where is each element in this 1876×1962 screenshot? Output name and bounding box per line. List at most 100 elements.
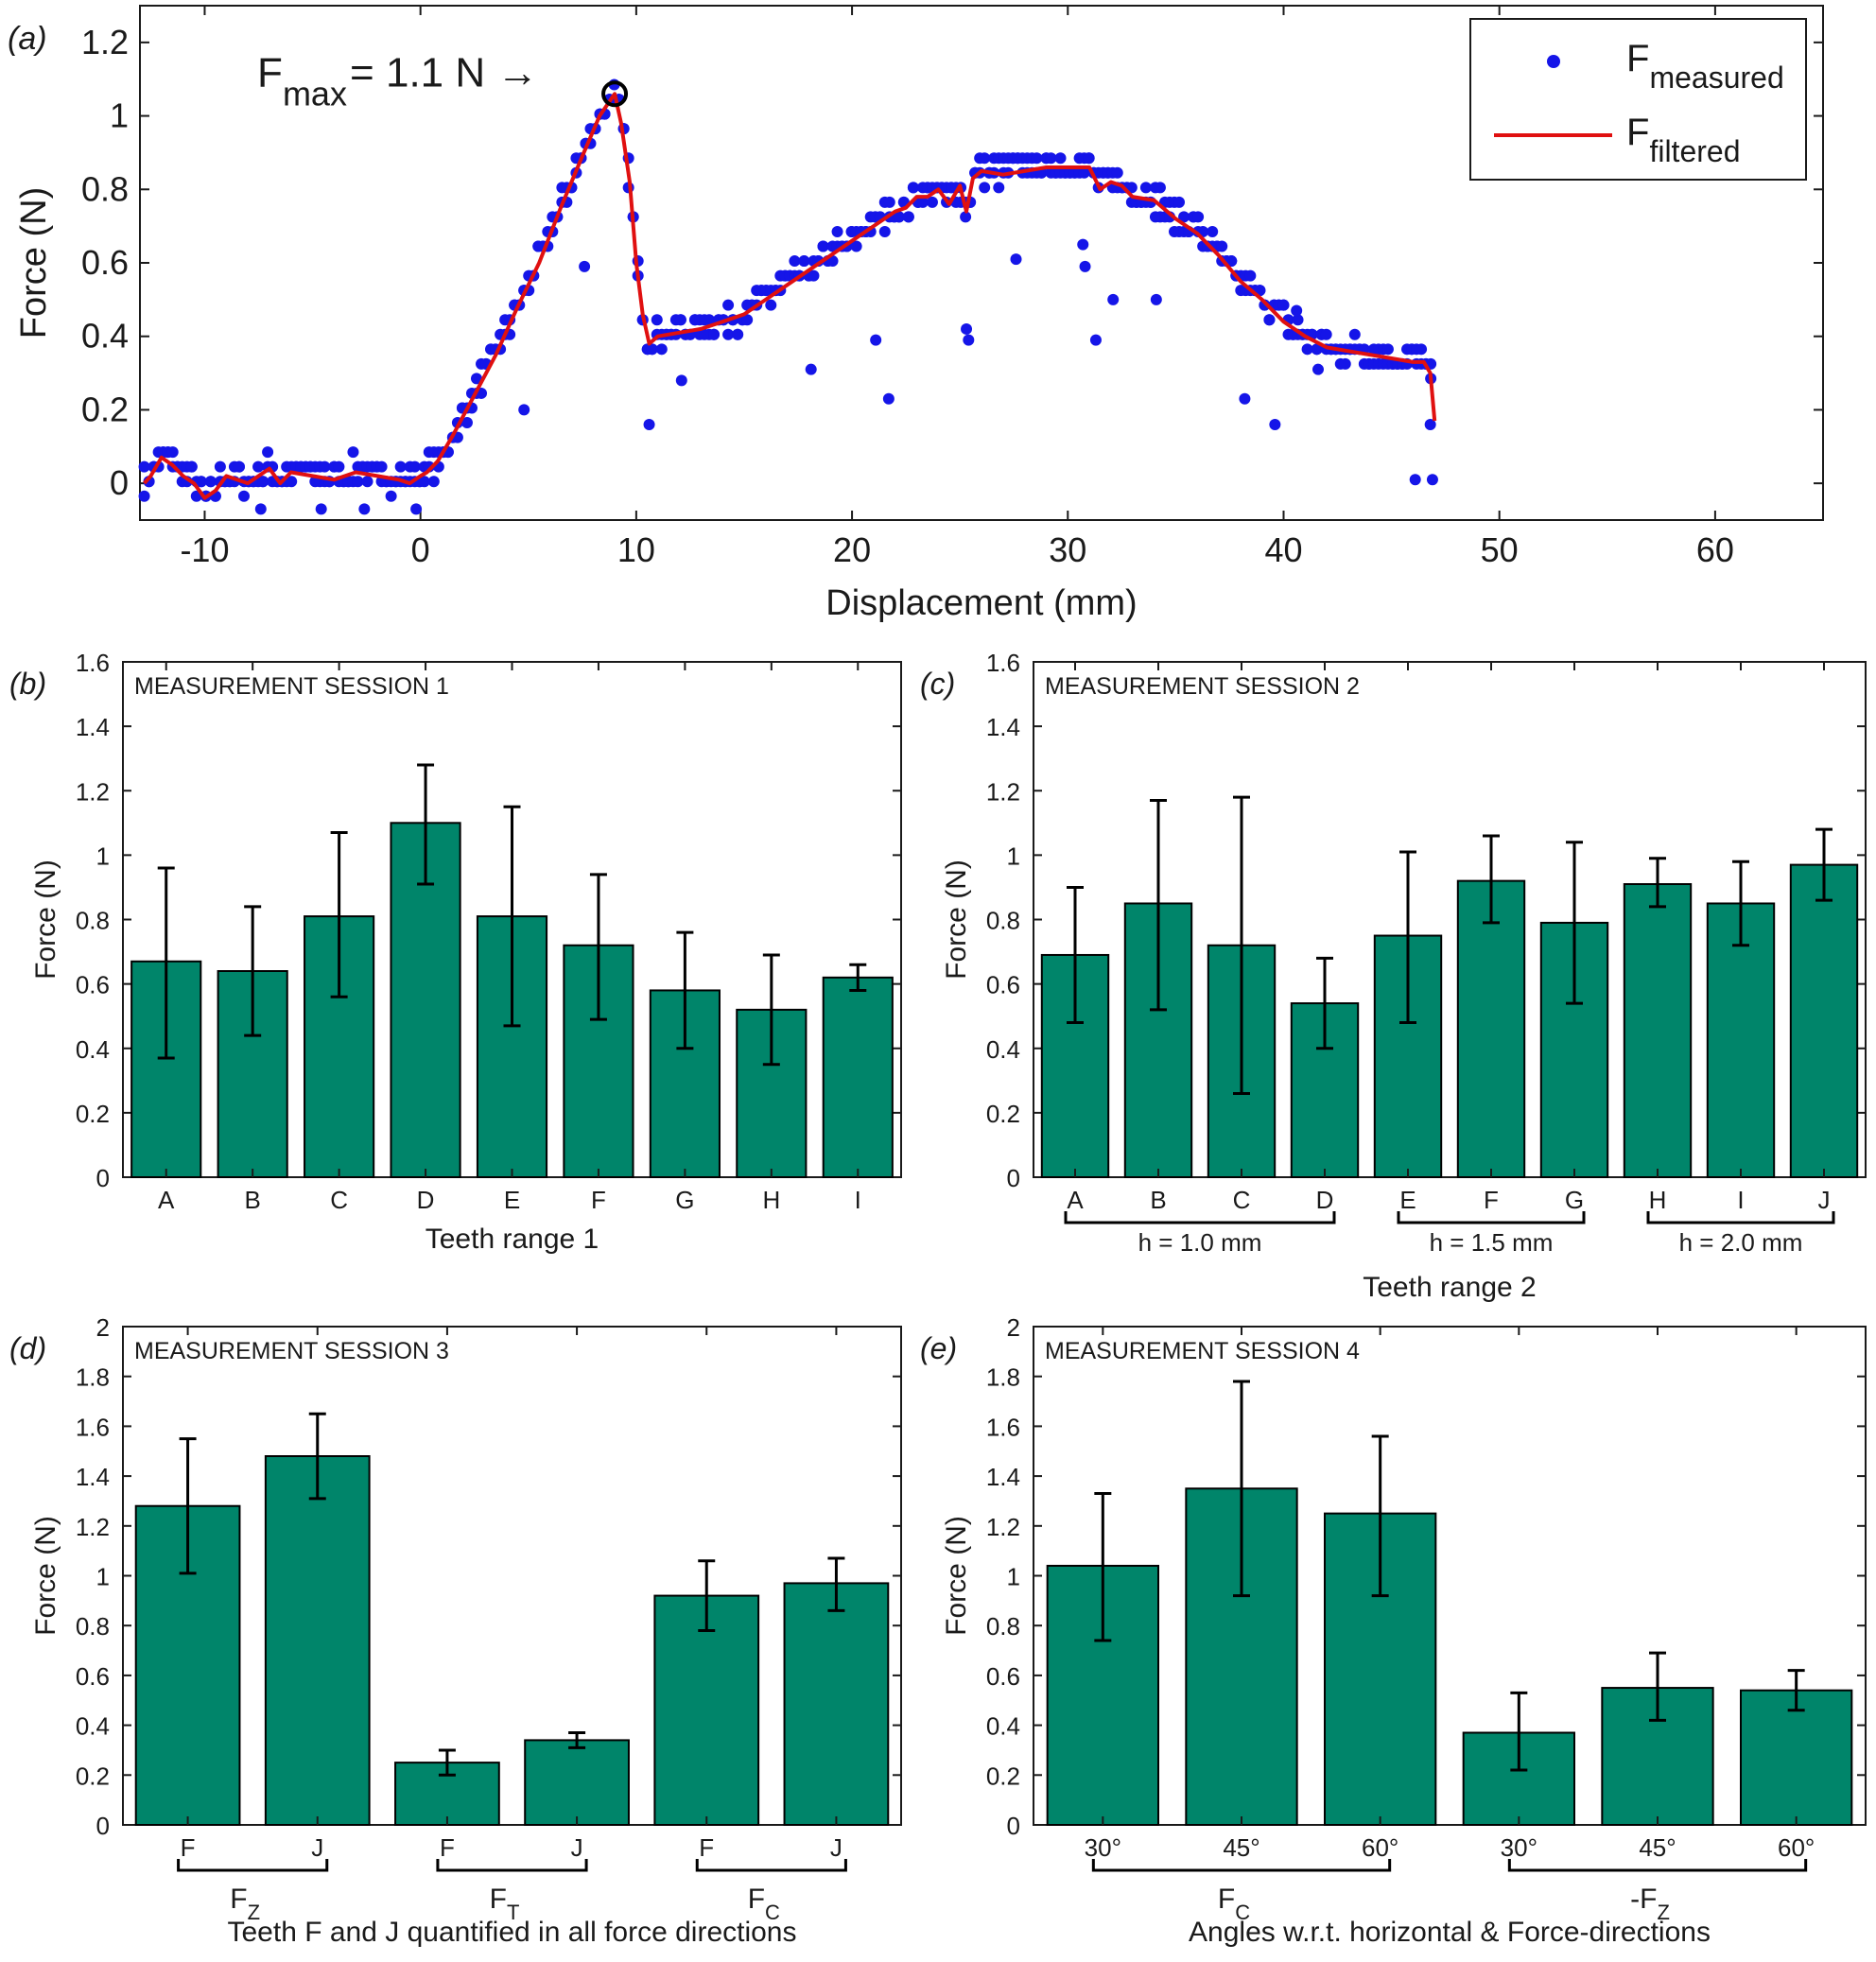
x-tick-label: E: [504, 1186, 520, 1214]
measured-point: [375, 460, 388, 473]
measured-point: [1263, 314, 1276, 326]
y-axis-label: Force (N): [941, 859, 972, 980]
measured-point: [1045, 152, 1057, 165]
measured-point: [1381, 343, 1394, 356]
measured-point: [850, 240, 862, 252]
x-tick-label: 50: [1481, 530, 1519, 569]
group-bracket: [1646, 1211, 1835, 1224]
y-tick-label: 0.4: [76, 1035, 110, 1064]
measured-point: [961, 322, 973, 335]
y-tick-label: 1: [1007, 842, 1020, 870]
panel-label: (b): [9, 667, 46, 701]
y-tick-label: 0.2: [986, 1762, 1020, 1790]
y-tick-label: 0.2: [986, 1100, 1020, 1128]
filtered-line: [143, 92, 1437, 500]
measured-point: [893, 211, 905, 223]
measured-point: [204, 476, 217, 488]
y-tick-label: 0.8: [81, 169, 129, 208]
x-axis-label: Angles w.r.t. horizontal & Force-directi…: [1189, 1917, 1711, 1948]
y-tick-label: 2: [1007, 1313, 1020, 1342]
session-label: MEASUREMENT SESSION 3: [134, 1338, 449, 1364]
measured-point: [1291, 304, 1303, 317]
y-tick-label: 0.6: [986, 971, 1020, 999]
x-tick-label: G: [675, 1186, 694, 1214]
y-tick-label: 1.6: [76, 1413, 110, 1441]
plot-frame: [1033, 1326, 1867, 1826]
y-axis-label: Force (N): [30, 1516, 61, 1636]
y-tick-label: 0.6: [81, 243, 129, 282]
x-axis-label: Teeth F and J quantified in all force di…: [227, 1917, 796, 1948]
measured-point: [1079, 260, 1091, 272]
measured-point: [979, 152, 991, 165]
measured-point: [675, 374, 687, 387]
x-axis-label: Displacement (mm): [825, 583, 1137, 623]
y-tick-label: 0.8: [986, 907, 1020, 935]
panel-b: 0 0.2 0.4 0.6 0.8 1 1.2 1.4 1.6 Force (N) (b) MEASU…: [9, 649, 902, 1255]
session-label: MEASUREMENT SESSION 4: [1045, 1338, 1360, 1364]
measured-point: [1312, 363, 1324, 375]
y-tick-label: 1.6: [986, 1413, 1020, 1441]
group-bracket: [436, 1859, 588, 1872]
panel-c: 0 0.2 0.4 0.6 0.8 1 1.2 1.4 1.6 Force (N) (c) MEASU…: [920, 649, 1867, 1303]
x-tick-label: 60°: [1362, 1833, 1398, 1862]
y-tick-label: 0.4: [986, 1712, 1020, 1741]
measured-point: [805, 363, 817, 375]
x-tick-label: 30°: [1085, 1833, 1121, 1862]
fmax-annotation-value: = 1.1 N →: [350, 49, 538, 95]
y-tick-label: 1.6: [986, 649, 1020, 677]
x-tick-label: C: [330, 1186, 348, 1214]
measured-point: [166, 446, 179, 459]
panel-label: (e): [920, 1331, 957, 1365]
y-tick-label: 1: [1007, 1563, 1020, 1591]
x-tick-label: 45°: [1223, 1833, 1259, 1862]
x-tick-label: D: [417, 1186, 435, 1214]
x-axis-label: Teeth range 2: [1363, 1272, 1536, 1303]
group-label: FC: [1218, 1884, 1250, 1924]
bar-5: [783, 1582, 890, 1827]
bar-4: [1601, 1687, 1714, 1826]
measured-point: [333, 460, 345, 473]
measured-point: [315, 503, 327, 515]
x-tick-label: B: [1150, 1186, 1166, 1214]
measured-point: [195, 476, 207, 488]
measured-point: [237, 490, 250, 502]
measured-point: [993, 182, 1005, 194]
measured-point: [427, 476, 440, 488]
measured-point: [1077, 238, 1089, 251]
legend-marker-dot: [1547, 55, 1560, 68]
measured-point: [643, 418, 655, 430]
x-tick-label: J: [571, 1833, 583, 1862]
measured-point: [352, 476, 364, 488]
measured-point: [741, 314, 754, 326]
measured-point: [1150, 293, 1162, 305]
measured-point: [1409, 474, 1421, 486]
x-tick-label: A: [158, 1186, 175, 1214]
y-axis-label: Force (N): [30, 859, 61, 980]
fmax-annotation: Fmax: [257, 49, 347, 113]
measured-point: [878, 225, 891, 237]
measured-point: [233, 460, 245, 473]
legend-entry: Fmeasured: [1626, 38, 1784, 95]
group-bracket: [1064, 1211, 1336, 1224]
x-tick-label: I: [1737, 1186, 1744, 1214]
measured-point: [651, 314, 663, 326]
measured-point: [902, 211, 914, 223]
y-tick-label: 0.2: [76, 1100, 110, 1128]
panel-label: (d): [9, 1331, 46, 1365]
y-tick-label: 1.2: [81, 23, 129, 61]
panel-label: (a): [8, 21, 47, 57]
bar-5: [1740, 1689, 1853, 1826]
x-axis-label: Teeth range 1: [426, 1224, 599, 1255]
measured-point: [1010, 253, 1022, 266]
y-tick-label: 0.4: [76, 1712, 110, 1741]
measured-point: [979, 182, 991, 194]
measured-point: [960, 211, 972, 223]
panel-a: -10 0 10 20 30 40 50 60 0 0.2 0.4 0.6 0.8 1 1.2 Displac…: [8, 5, 1824, 623]
x-tick-label: 10: [617, 530, 655, 569]
group-label: h = 1.0 mm: [1138, 1228, 1262, 1257]
measured-point: [1054, 152, 1067, 165]
measured-point: [138, 460, 150, 473]
x-tick-label: J: [1818, 1186, 1831, 1214]
y-tick-label: 1.6: [76, 649, 110, 677]
x-tick-label: F: [440, 1833, 455, 1862]
